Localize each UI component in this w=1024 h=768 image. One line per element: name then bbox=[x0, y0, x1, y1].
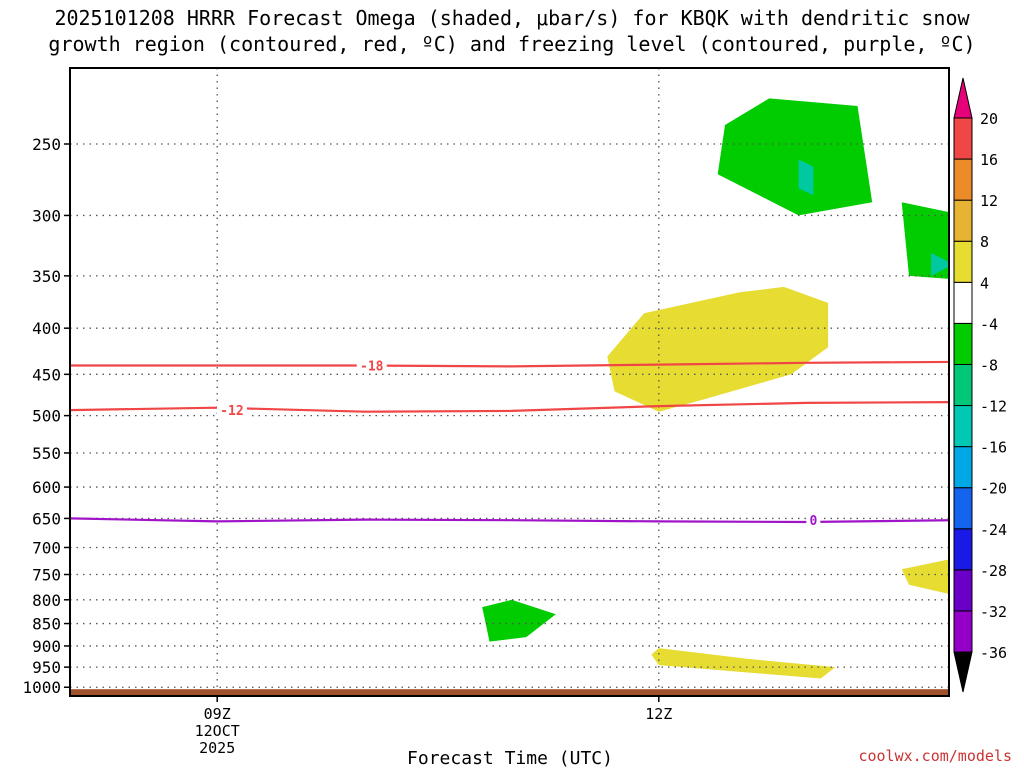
colorbar-segment--8--4 bbox=[953, 322, 973, 365]
omega-region-yellow-16 bbox=[651, 648, 836, 679]
colorbar-top-arrow bbox=[953, 77, 973, 119]
omega-region-teal-1 bbox=[798, 159, 814, 196]
y-tick-label-450: 450 bbox=[32, 365, 61, 384]
colorbar-segment--28--24 bbox=[953, 528, 973, 571]
y-tick-label-650: 650 bbox=[32, 509, 61, 528]
colorbar-segment-16-20 bbox=[953, 117, 973, 160]
colorbar-segment--20--16 bbox=[953, 446, 973, 489]
colorbar-segment--36--32 bbox=[953, 610, 973, 653]
colorbar-bottom-arrow bbox=[953, 651, 973, 693]
colorbar-segment--32--28 bbox=[953, 569, 973, 612]
contour-line-1 bbox=[70, 401, 949, 413]
y-tick-label-950: 950 bbox=[32, 658, 61, 677]
y-tick-label-700: 700 bbox=[32, 538, 61, 557]
omega-region-green-0 bbox=[717, 98, 873, 216]
y-tick-label-850: 850 bbox=[32, 615, 61, 634]
y-tick-label-750: 750 bbox=[32, 566, 61, 585]
contour-label-bg-1-0 bbox=[216, 403, 247, 418]
colorbar-segment-4-8 bbox=[953, 240, 973, 283]
omega-region-yellow-15 bbox=[901, 559, 949, 594]
contour-label-2-0: 0 bbox=[809, 514, 817, 529]
colorbar-label--4: -4 bbox=[980, 315, 998, 333]
y-tick-label-1000: 1000 bbox=[22, 678, 61, 697]
contour-label-bg-0-0 bbox=[356, 358, 387, 373]
colorbar-label--36: -36 bbox=[980, 644, 1007, 662]
colorbar-label--32: -32 bbox=[980, 603, 1007, 621]
colorbar-label-16: 16 bbox=[980, 151, 998, 169]
colorbar-label-4: 4 bbox=[980, 274, 989, 292]
x-tick-year-09Z: 2025 bbox=[199, 739, 235, 757]
y-tick-label-550: 550 bbox=[32, 444, 61, 463]
plot-frame bbox=[69, 67, 950, 697]
colorbar-label-20: 20 bbox=[980, 110, 998, 128]
omega-region-teal-3 bbox=[931, 252, 949, 276]
y-tick-label-350: 350 bbox=[32, 267, 61, 286]
colorbar-segment--12--8 bbox=[953, 363, 973, 407]
omega-region-green-14 bbox=[482, 599, 556, 642]
contour-line-0 bbox=[70, 360, 949, 368]
x-tick-label-12Z: 12Z bbox=[645, 705, 672, 723]
colorbar-label--28: -28 bbox=[980, 562, 1007, 580]
colorbar-segment-8-12 bbox=[953, 199, 973, 242]
colorbar-label--12: -12 bbox=[980, 398, 1007, 416]
contour-label-bg-2-0 bbox=[806, 513, 821, 528]
chart-title-line1: 2025101208 HRRR Forecast Omega (shaded, … bbox=[54, 6, 970, 30]
x-axis-label: Forecast Time (UTC) bbox=[407, 748, 613, 768]
colorbar-segment--16--12 bbox=[953, 405, 973, 448]
y-tick-label-250: 250 bbox=[32, 135, 61, 154]
colorbar-label--16: -16 bbox=[980, 439, 1007, 457]
contour-line-2 bbox=[70, 517, 949, 524]
colorbar-segment-12-16 bbox=[953, 158, 973, 201]
colorbar-label-12: 12 bbox=[980, 192, 998, 210]
y-tick-label-900: 900 bbox=[32, 637, 61, 656]
contour-label-1-0: -12 bbox=[220, 404, 243, 419]
chart-title-line2: growth region (contoured, red, ºC) and f… bbox=[48, 32, 976, 56]
x-tick-date-09Z: 12OCT bbox=[195, 722, 240, 740]
colorbar-label--24: -24 bbox=[980, 521, 1007, 539]
watermark: coolwx.com/models bbox=[858, 747, 1012, 765]
y-tick-label-500: 500 bbox=[32, 407, 61, 426]
ground-layer bbox=[70, 689, 949, 696]
y-tick-label-300: 300 bbox=[32, 206, 61, 225]
colorbar-segment--24--20 bbox=[953, 487, 973, 530]
colorbar-label--20: -20 bbox=[980, 480, 1007, 498]
colorbar-label-8: 8 bbox=[980, 233, 989, 251]
colorbar-segment--4-4 bbox=[953, 281, 973, 324]
y-tick-label-600: 600 bbox=[32, 478, 61, 497]
colorbar-label--8: -8 bbox=[980, 356, 998, 374]
x-tick-label-09Z: 09Z bbox=[204, 705, 231, 723]
omega-region-yellow-1 bbox=[607, 286, 829, 412]
y-tick-label-400: 400 bbox=[32, 319, 61, 338]
contour-label-0-0: -18 bbox=[360, 360, 384, 375]
y-tick-label-800: 800 bbox=[32, 591, 61, 610]
